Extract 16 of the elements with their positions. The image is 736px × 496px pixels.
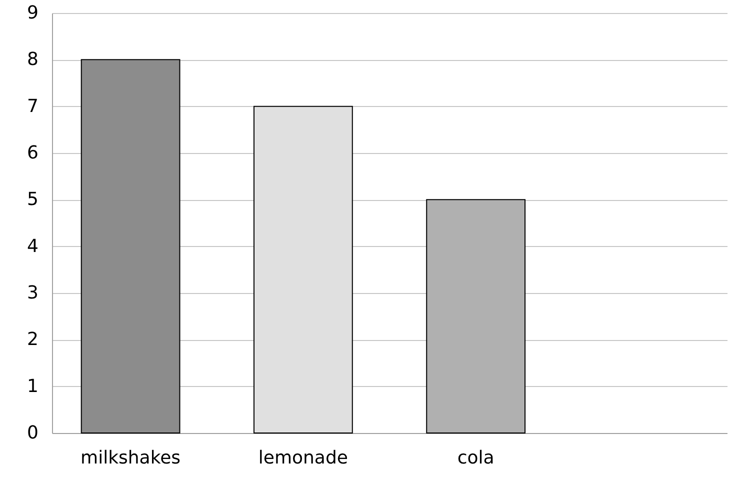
y-tick-label: 9 (27, 2, 38, 24)
y-tick-label: 3 (27, 282, 38, 304)
y-tick-label: 2 (27, 329, 38, 350)
bar (426, 199, 526, 434)
y-tick-label: 4 (27, 236, 38, 257)
bar (253, 106, 353, 434)
y-tick-label: 1 (27, 376, 38, 397)
x-tick-label: milkshakes (80, 448, 181, 468)
y-tick-label: 8 (27, 49, 38, 70)
bar (80, 59, 180, 434)
y-tick-label: 5 (27, 189, 38, 210)
y-tick-label: 7 (27, 96, 38, 117)
x-tick-label: lemonade (258, 448, 348, 468)
y-tick-label: 0 (27, 422, 38, 444)
x-tick-label: cola (457, 448, 494, 468)
y-tick-label: 6 (27, 142, 38, 164)
